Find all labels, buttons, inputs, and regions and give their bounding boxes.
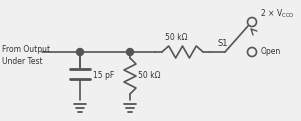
Text: 50 kΩ: 50 kΩ xyxy=(165,33,188,42)
Text: 15 pF: 15 pF xyxy=(93,71,114,79)
Text: 50 kΩ: 50 kΩ xyxy=(138,72,160,80)
Text: 2 $\times$ V$_{\mathregular{CCO}}$: 2 $\times$ V$_{\mathregular{CCO}}$ xyxy=(260,8,295,20)
Text: S1: S1 xyxy=(218,39,228,48)
Text: Open: Open xyxy=(261,48,281,57)
Circle shape xyxy=(76,49,83,56)
Text: From Output
Under Test: From Output Under Test xyxy=(2,45,50,66)
Circle shape xyxy=(126,49,134,56)
